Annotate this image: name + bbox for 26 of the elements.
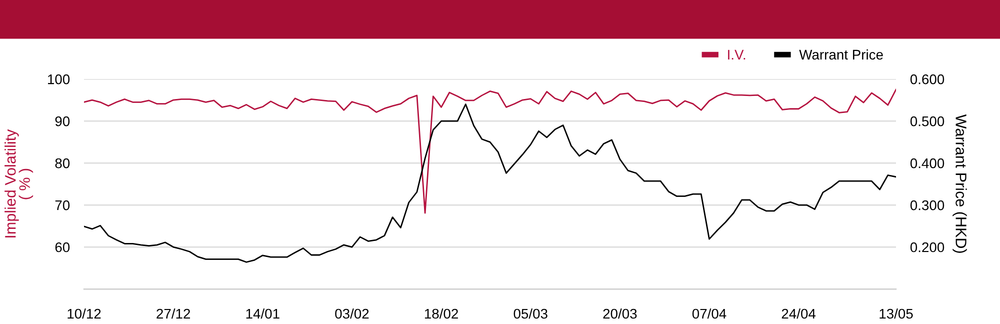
x-tick-label: 14/01 bbox=[246, 308, 280, 319]
x-tick-label: 20/03 bbox=[603, 308, 637, 319]
y-tick-label: 100 bbox=[48, 74, 70, 84]
y2-axis-title: Warrant Price (HKD) bbox=[952, 114, 967, 253]
y2-tick-label: 0.200 bbox=[910, 242, 944, 252]
x-tick-label: 10/12 bbox=[68, 308, 101, 319]
x-tick-label: 18/02 bbox=[424, 308, 458, 319]
y2-tick-label: 0.400 bbox=[910, 158, 944, 168]
y-axis-title: Implied Volatility ( % ) bbox=[4, 129, 34, 238]
x-tick-label: 24/04 bbox=[782, 308, 816, 319]
y-tick-label: 90 bbox=[55, 116, 70, 126]
y2-tick-label: 0.600 bbox=[910, 74, 944, 84]
legend-label: I.V. bbox=[728, 50, 746, 60]
y-tick-label: 80 bbox=[55, 158, 70, 168]
x-tick-label: 27/12 bbox=[156, 308, 190, 319]
y-tick-label: 70 bbox=[55, 200, 70, 210]
y2-tick-label: 0.300 bbox=[910, 200, 944, 210]
line-series bbox=[84, 88, 896, 214]
x-tick-label: 03/02 bbox=[335, 308, 369, 319]
x-tick-label: 13/05 bbox=[880, 308, 913, 319]
line-series bbox=[84, 104, 896, 263]
x-tick-label: 07/04 bbox=[692, 308, 726, 319]
y2-tick-label: 0.500 bbox=[910, 116, 944, 126]
x-tick-label: 05/03 bbox=[514, 308, 548, 319]
legend-label: Warrant Price bbox=[799, 49, 883, 60]
y-tick-label: 60 bbox=[55, 242, 70, 252]
